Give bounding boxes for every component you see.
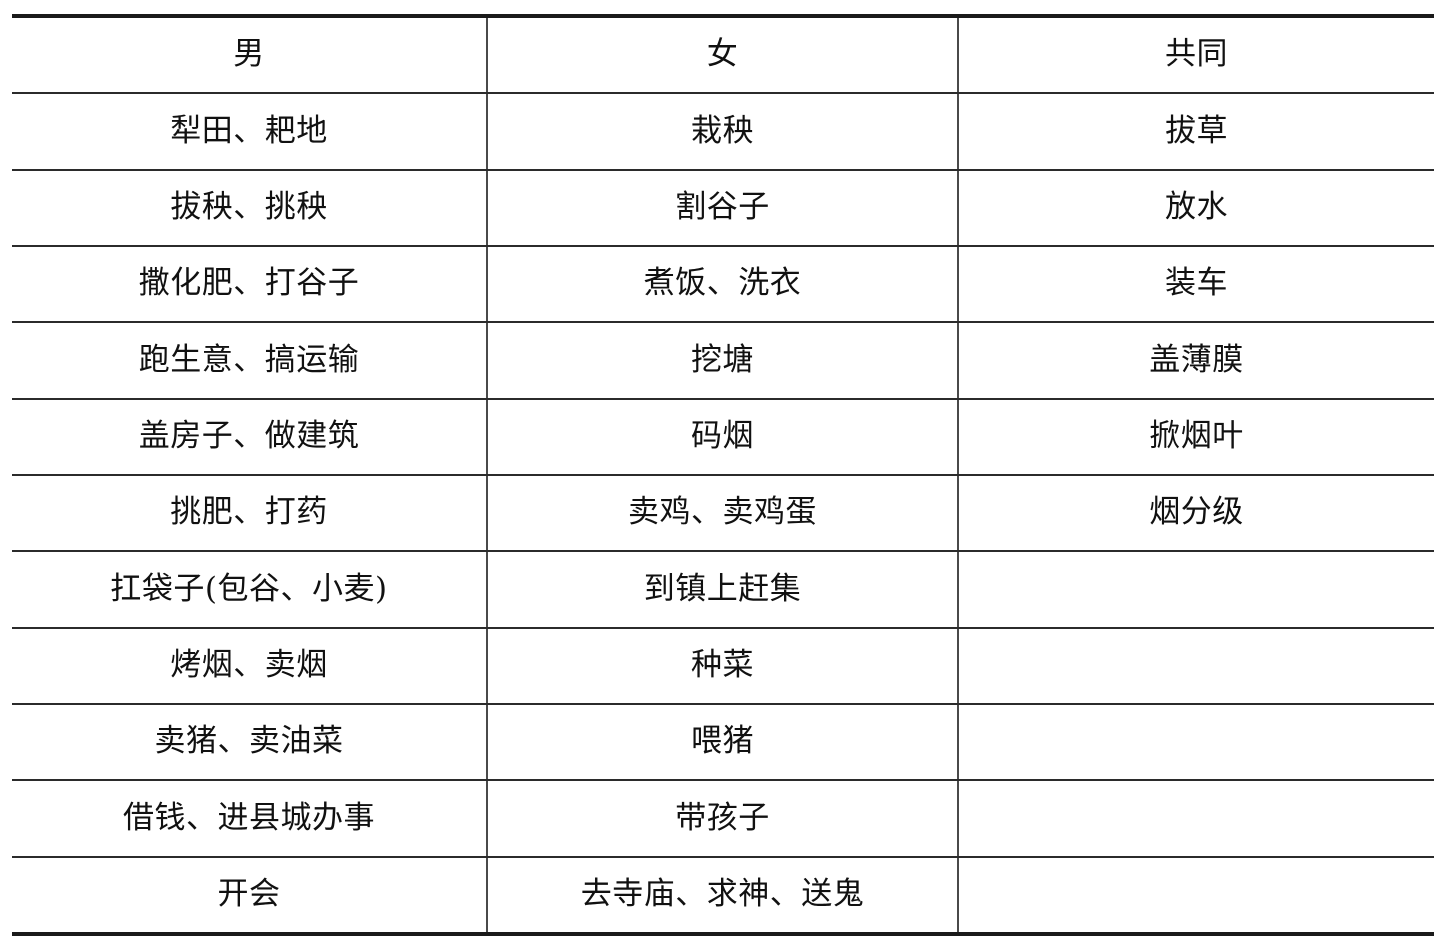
column-header-men-label: 男 <box>233 36 265 73</box>
table-cell-women: 带孩子 <box>487 780 959 858</box>
table-cell-men: 借钱、进县城办事 <box>12 780 488 858</box>
cell-text: 扛袋子(包谷、小麦) <box>110 570 388 607</box>
table-row: 犁田、耙地 栽秧 拔草 <box>12 93 1434 171</box>
cell-text: 开会 <box>217 875 281 912</box>
table-cell-men: 烤烟、卖烟 <box>12 627 488 705</box>
table-row: 拔秧、挑秧 割谷子 放水 <box>12 169 1434 247</box>
data-table-container: 男 女 共同 犁田、耙地 栽秧 拔草 拔秧、挑秧 割谷子 放水 撒化肥、打谷子 … <box>12 14 1434 936</box>
column-header-men: 男 <box>12 18 488 95</box>
column-header-women-label: 女 <box>706 36 739 73</box>
table-cell-men: 卖猪、卖油菜 <box>12 703 488 782</box>
cell-text: 盖薄膜 <box>1149 341 1244 378</box>
table-cell-women: 卖鸡、卖鸡蛋 <box>487 474 959 553</box>
table-cell-women: 割谷子 <box>487 169 959 247</box>
cell-text: 去寺庙、求神、送鬼 <box>580 875 865 912</box>
cell-text: 到镇上赶集 <box>643 570 802 607</box>
table-row: 撒化肥、打谷子 煮饭、洗衣 装车 <box>12 245 1434 324</box>
table-cell-women: 煮饭、洗衣 <box>487 245 959 324</box>
table-cell-men: 犁田、耙地 <box>12 93 488 171</box>
table-cell-shared <box>958 780 1434 858</box>
table-cell-men: 开会 <box>12 856 488 932</box>
table-cell-men: 跑生意、搞运输 <box>12 322 488 400</box>
table-cell-shared <box>958 857 1434 932</box>
table-cell-women: 种菜 <box>487 627 959 705</box>
column-header-shared-label: 共同 <box>1165 36 1228 73</box>
cell-text: 带孩子 <box>675 799 770 836</box>
table-cell-women: 到镇上赶集 <box>487 551 959 629</box>
cell-text: 种菜 <box>691 646 754 683</box>
table-cell-men: 挑肥、打药 <box>12 474 488 553</box>
table-cell-shared: 放水 <box>958 169 1434 247</box>
cell-text: 烤烟、卖烟 <box>170 646 328 683</box>
table-cell-men: 盖房子、做建筑 <box>12 398 488 476</box>
cell-text: 卖猪、卖油菜 <box>154 723 344 760</box>
gender-division-of-labor-table: 男 女 共同 犁田、耙地 栽秧 拔草 拔秧、挑秧 割谷子 放水 撒化肥、打谷子 … <box>12 18 1434 932</box>
cell-text: 掀烟叶 <box>1149 417 1244 454</box>
table-row: 扛袋子(包谷、小麦) 到镇上赶集 <box>12 551 1434 629</box>
table-row: 跑生意、搞运输 挖塘 盖薄膜 <box>12 322 1434 400</box>
table-cell-men: 撒化肥、打谷子 <box>12 245 488 324</box>
cell-text: 码烟 <box>691 417 754 454</box>
cell-text: 栽秧 <box>691 112 754 149</box>
table-cell-shared <box>958 627 1434 705</box>
table-cell-shared: 烟分级 <box>958 474 1434 553</box>
cell-text: 拔草 <box>1165 112 1228 149</box>
table-row: 挑肥、打药 卖鸡、卖鸡蛋 烟分级 <box>12 474 1434 553</box>
table-row: 卖猪、卖油菜 喂猪 <box>12 703 1434 782</box>
table-row: 开会 去寺庙、求神、送鬼 <box>12 856 1434 932</box>
cell-text: 卖鸡、卖鸡蛋 <box>628 494 817 531</box>
table-cell-shared <box>958 703 1434 782</box>
table-row: 借钱、进县城办事 带孩子 <box>12 780 1434 858</box>
cell-text: 盖房子、做建筑 <box>138 417 360 454</box>
table-cell-men: 扛袋子(包谷、小麦) <box>12 551 488 629</box>
table-cell-women: 码烟 <box>487 398 959 476</box>
table-cell-women: 去寺庙、求神、送鬼 <box>487 856 959 932</box>
column-header-shared: 共同 <box>958 18 1434 95</box>
table-body: 男 女 共同 犁田、耙地 栽秧 拔草 拔秧、挑秧 割谷子 放水 撒化肥、打谷子 … <box>12 18 1434 932</box>
cell-text: 装车 <box>1165 265 1228 302</box>
table-cell-women: 喂猪 <box>487 703 959 782</box>
cell-text: 拔秧、挑秧 <box>170 188 328 225</box>
cell-text: 跑生意、搞运输 <box>138 341 360 378</box>
table-cell-shared: 掀烟叶 <box>958 398 1434 476</box>
cell-text: 挑肥、打药 <box>170 494 328 531</box>
table-row: 盖房子、做建筑 码烟 掀烟叶 <box>12 398 1434 476</box>
column-header-women: 女 <box>487 18 959 95</box>
table-header-row: 男 女 共同 <box>12 18 1434 95</box>
cell-text: 借钱、进县城办事 <box>123 799 375 836</box>
cell-text: 喂猪 <box>691 723 754 760</box>
table-cell-women: 挖塘 <box>487 322 959 400</box>
cell-text: 挖塘 <box>691 341 754 378</box>
table-cell-women: 栽秧 <box>487 93 959 171</box>
table-row: 烤烟、卖烟 种菜 <box>12 627 1434 705</box>
table-cell-shared: 装车 <box>958 245 1434 324</box>
cell-text: 割谷子 <box>675 188 770 225</box>
cell-text: 烟分级 <box>1149 494 1244 531</box>
table-cell-shared: 拔草 <box>958 93 1434 171</box>
cell-text: 放水 <box>1165 188 1228 225</box>
cell-text: 犁田、耙地 <box>170 112 328 149</box>
cell-text: 撒化肥、打谷子 <box>138 265 360 302</box>
table-cell-shared: 盖薄膜 <box>958 322 1434 400</box>
table-cell-shared <box>958 551 1434 629</box>
table-cell-men: 拔秧、挑秧 <box>12 169 488 247</box>
cell-text: 煮饭、洗衣 <box>643 265 802 302</box>
